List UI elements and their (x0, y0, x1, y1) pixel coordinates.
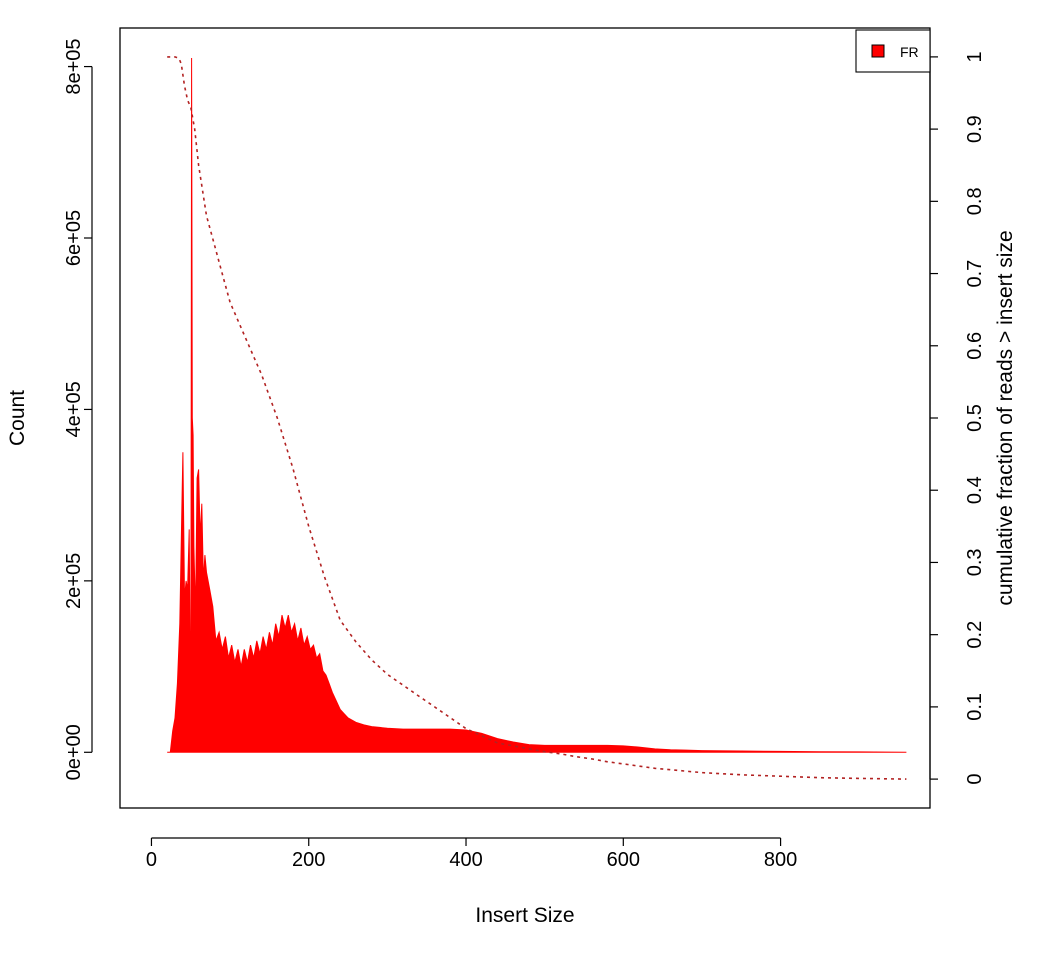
y2-tick-label: 0.9 (964, 115, 986, 143)
y2-tick-label: 0.2 (964, 621, 986, 649)
legend-box (855, 29, 931, 73)
data-layer (167, 56, 907, 780)
y-tick-label: 4e+05 (63, 381, 85, 437)
y-axis-label: Count (6, 390, 29, 446)
y2-axis-label: cumulative fraction of reads > insert si… (994, 230, 1017, 605)
x-tick-label: 400 (449, 849, 482, 871)
y2-tick-label: 0.1 (964, 693, 986, 721)
y2-tick-label: 0.6 (964, 332, 986, 360)
series-fr-area (167, 57, 907, 753)
y2-tick-label: 0.7 (964, 260, 986, 288)
legend-swatch (871, 44, 885, 58)
x-tick-label: 800 (764, 849, 797, 871)
y-tick-label: 6e+05 (63, 210, 85, 266)
y2-tick-label: 1 (964, 51, 986, 62)
y-tick-label: 8e+05 (63, 39, 85, 95)
y2-tick-label: 0 (964, 774, 986, 785)
x-tick-label: 600 (607, 849, 640, 871)
y2-tick-label: 0.3 (964, 548, 986, 576)
x-axis-label: Insert Size (475, 904, 574, 927)
y2-tick-label: 0.8 (964, 187, 986, 215)
legend: FR (855, 29, 931, 73)
x-tick-label: 200 (292, 849, 325, 871)
legend-label: FR (900, 44, 919, 60)
x-tick-label: 0 (146, 849, 157, 871)
y2-tick-label: 0.4 (964, 476, 986, 504)
y-tick-label: 2e+05 (63, 553, 85, 609)
y-tick-label: 0e+00 (63, 724, 85, 780)
y2-tick-label: 0.5 (964, 404, 986, 432)
axes-layer: 0 200 400 600 800 0e+00 2e+05 4e+05 6e+05 8e+05 0 0… (63, 39, 986, 871)
